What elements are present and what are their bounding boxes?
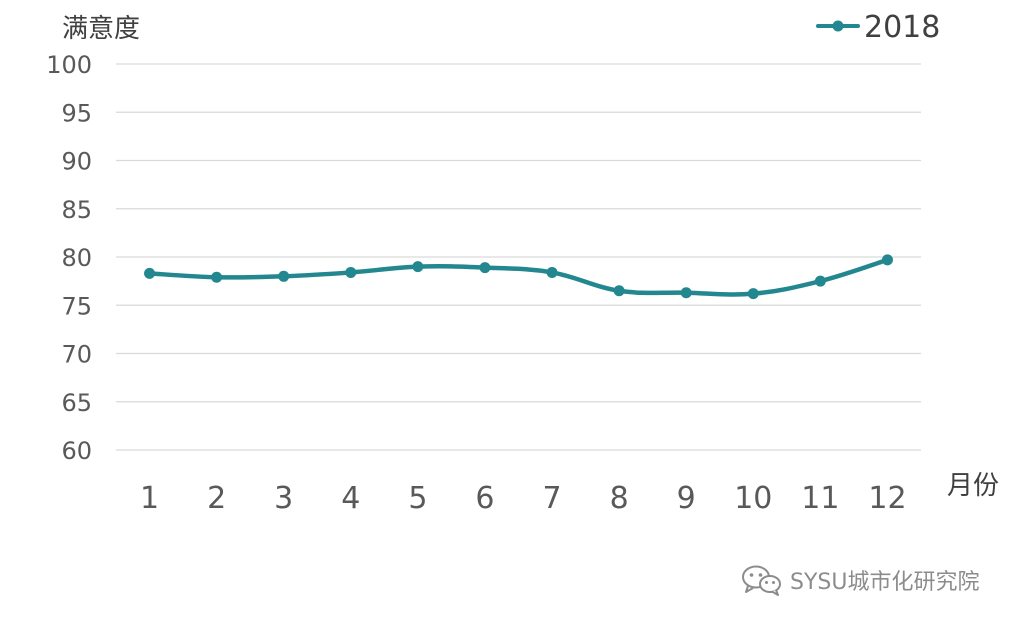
y-tick-label-75: 75 bbox=[61, 292, 92, 320]
data-point-2 bbox=[211, 271, 223, 283]
data-point-1 bbox=[144, 267, 156, 279]
y-tick-label-90: 90 bbox=[61, 148, 92, 176]
data-point-12 bbox=[881, 254, 893, 266]
x-axis-title: 月份 bbox=[947, 471, 999, 501]
watermark: SYSU城市化研究院 bbox=[740, 563, 979, 597]
y-tick-label-80: 80 bbox=[61, 244, 92, 272]
x-tick-label-6: 6 bbox=[475, 481, 494, 516]
data-point-3 bbox=[278, 270, 290, 282]
x-tick-label-3: 3 bbox=[274, 481, 293, 516]
x-tick-labels: 1 2 3 4 5 6 7 8 9 10 11 12 bbox=[140, 481, 907, 516]
y-tick-label-95: 95 bbox=[61, 99, 92, 127]
y-tick-label-100: 100 bbox=[46, 51, 92, 79]
x-tick-label-8: 8 bbox=[610, 481, 629, 516]
data-point-7 bbox=[546, 266, 558, 278]
x-tick-label-9: 9 bbox=[677, 481, 696, 516]
data-point-11 bbox=[814, 275, 826, 287]
watermark-text: SYSU城市化研究院 bbox=[790, 570, 980, 595]
y-axis-title: 满意度 bbox=[62, 14, 140, 44]
data-point-4 bbox=[345, 266, 357, 278]
y-tick-labels: 60 65 70 75 80 85 90 95 100 bbox=[46, 51, 92, 465]
y-tick-label-70: 70 bbox=[61, 341, 92, 369]
y-tick-label-65: 65 bbox=[61, 389, 92, 417]
x-tick-label-10: 10 bbox=[734, 481, 772, 516]
x-tick-label-12: 12 bbox=[868, 481, 906, 516]
data-point-6 bbox=[479, 262, 491, 274]
data-point-10 bbox=[747, 288, 759, 300]
y-tick-label-60: 60 bbox=[61, 437, 92, 465]
x-tick-label-11: 11 bbox=[801, 481, 839, 516]
x-tick-label-5: 5 bbox=[408, 481, 427, 516]
x-tick-label-2: 2 bbox=[207, 481, 226, 516]
data-point-9 bbox=[680, 287, 692, 299]
data-point-8 bbox=[613, 285, 625, 297]
series-line-2018 bbox=[149, 257, 889, 297]
legend: 2018 bbox=[816, 10, 940, 45]
wechat-icon bbox=[742, 565, 781, 596]
legend-marker bbox=[832, 20, 844, 32]
gridlines bbox=[116, 63, 921, 451]
x-tick-label-7: 7 bbox=[542, 481, 561, 516]
data-point-5 bbox=[412, 261, 424, 273]
x-tick-label-1: 1 bbox=[140, 481, 159, 516]
x-tick-label-4: 4 bbox=[341, 481, 360, 516]
y-tick-label-85: 85 bbox=[61, 196, 92, 224]
series-group bbox=[144, 254, 893, 300]
legend-label: 2018 bbox=[864, 10, 940, 45]
